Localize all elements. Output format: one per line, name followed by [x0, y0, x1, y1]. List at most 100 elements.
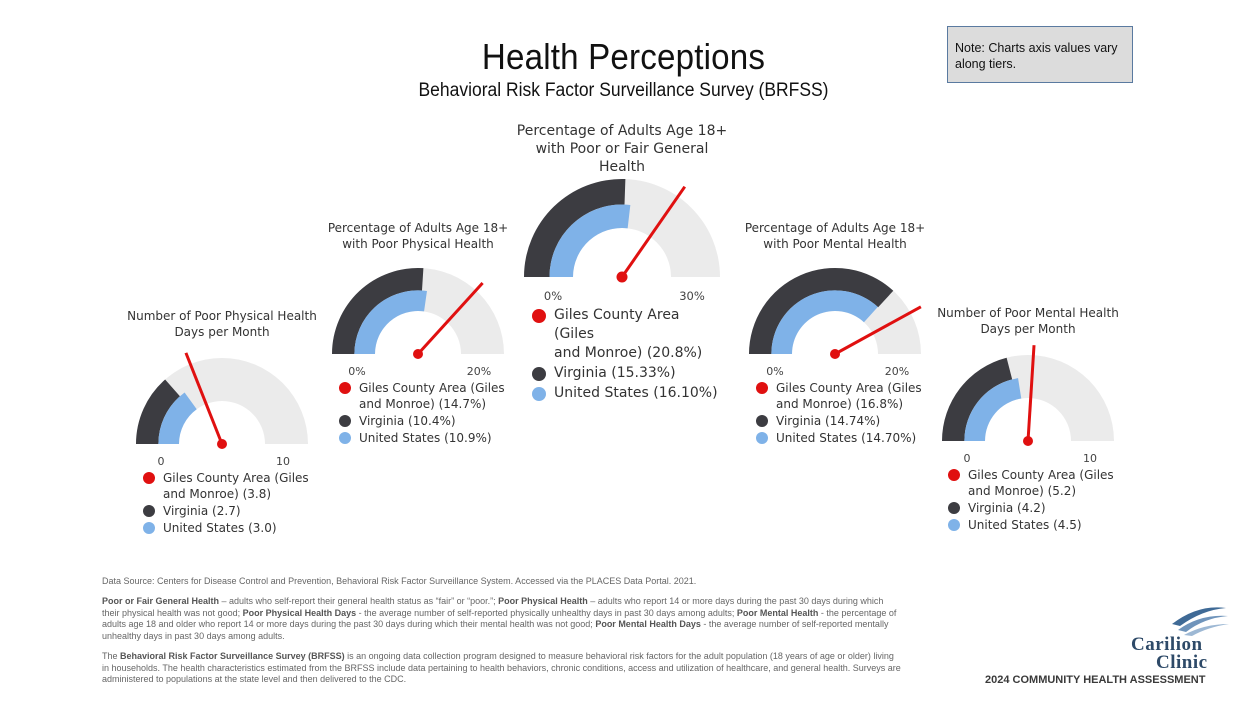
gauge-title-line: Percentage of Adults Age 18+ — [516, 123, 728, 139]
legend-item-us: United States (14.70%) — [756, 430, 946, 446]
def-text: - the percentage of adults age 18 and ol… — [102, 607, 897, 630]
gauge-svg — [942, 345, 1114, 446]
legend-item-giles: Giles County Area (Giles and Monroe) (14.… — [339, 380, 529, 412]
brfss-pre: The — [102, 651, 121, 661]
legend-dot-icon — [756, 432, 768, 444]
legend-label: Virginia (15.33%) — [554, 365, 676, 381]
gauge-max-label: 10 — [276, 455, 290, 468]
legend-label: Giles County Area (Giles — [776, 381, 922, 395]
data-source: Data Source: Centers for Disease Control… — [102, 576, 697, 586]
legend-label: Giles County Area (Giles — [968, 468, 1114, 482]
page-subtitle: Behavioral Risk Factor Surveillance Surv… — [418, 80, 829, 101]
gauge-min-label: 0% — [348, 365, 366, 378]
gauge-max-label: 20% — [466, 365, 492, 378]
gauge-title: Number of Poor Physical Health Days per M… — [112, 308, 332, 340]
legend-label: and Monroe) (16.8%) — [776, 397, 904, 411]
legend-dot-icon — [756, 382, 768, 394]
gauge-title-line: Days per Month — [174, 325, 270, 339]
legend-item-us: United States (4.5) — [948, 517, 1138, 533]
gauge-max-label: 10 — [1083, 452, 1097, 465]
legend-label: Giles County Area (Giles — [163, 471, 309, 485]
gauge-bar-us — [354, 290, 427, 354]
legend-item-giles: Giles County Area (Giles and Monroe) (16.… — [756, 380, 946, 412]
gauge-svg — [749, 267, 922, 359]
legend-dot-icon — [948, 469, 960, 481]
legend-dot-icon — [339, 382, 351, 394]
legend-label: United States (14.70%) — [776, 431, 917, 445]
gauge-needle-giles — [416, 281, 484, 356]
gauge-bar-virginia — [942, 357, 1013, 441]
legend-label: Giles County Area (Giles — [359, 381, 505, 395]
gauge-needle-giles — [620, 185, 687, 278]
gauge-svg — [524, 179, 720, 283]
gauge-legend: Giles County Area (Giles and Monroe) (20.… — [532, 306, 722, 404]
gauge-bar-us — [549, 204, 631, 277]
def-term: Poor or Fair General Health — [102, 596, 220, 606]
legend-dot-icon — [532, 387, 546, 401]
def-term: Poor Mental Health Days — [595, 619, 701, 629]
gauge-title-line: Number of Poor Mental Health — [937, 306, 1119, 320]
gauge-needle-hub — [413, 349, 423, 359]
def-term: Poor Mental Health — [736, 607, 819, 618]
legend-dot-icon — [948, 502, 960, 514]
def-text: - the average number of self-reported me… — [102, 619, 889, 641]
legend-item-us: United States (3.0) — [143, 520, 333, 536]
legend-item-us: United States (10.9%) — [339, 430, 529, 446]
gauge-title-line: with Poor or Fair General Health — [535, 141, 709, 175]
gauge-bar-virginia — [136, 379, 180, 444]
gauge-bar-virginia — [749, 268, 894, 354]
gauge-max-label: 30% — [679, 289, 705, 303]
legend-label: United States (4.5) — [968, 518, 1082, 532]
gauge-legend: Giles County Area (Giles and Monroe) (14.… — [339, 380, 529, 447]
legend-dot-icon — [532, 309, 546, 323]
legend-item-giles: Giles County Area (Giles and Monroe) (5.2… — [948, 467, 1138, 499]
carilion-swoosh-icon — [1172, 607, 1229, 636]
gauge-min-label: 0 — [963, 452, 971, 465]
legend-dot-icon — [756, 415, 768, 427]
gauge-bar-us — [771, 290, 878, 354]
legend-dot-icon — [143, 522, 155, 534]
gauge-title: Percentage of Adults Age 18+ with Poor or… — [512, 122, 732, 176]
brfss-term: Behavioral Risk Factor Surveillance Surv… — [120, 651, 345, 661]
legend-item-virginia: Virginia (4.2) — [948, 500, 1138, 516]
logo-carilion: Carilion — [1131, 634, 1203, 655]
legend-label: and Monroe) (5.2) — [968, 484, 1077, 498]
legend-label: and Monroe) (20.8%) — [554, 345, 703, 361]
gauge-bar-virginia — [332, 268, 424, 354]
brfss-text: is an ongoing data collection program de… — [102, 651, 901, 684]
def-term: Poor Physical Health Days — [242, 607, 357, 618]
logo-clinic: Clinic — [1156, 652, 1208, 673]
def-term: Poor Physical Health — [498, 596, 588, 606]
legend-item-virginia: Virginia (15.33%) — [532, 364, 722, 383]
legend-dot-icon — [532, 367, 546, 381]
legend-item-virginia: Virginia (2.7) — [143, 503, 333, 519]
gauge-legend: Giles County Area (Giles and Monroe) (16.… — [756, 380, 946, 447]
legend-item-virginia: Virginia (10.4%) — [339, 413, 529, 429]
gauge-needle-hub — [830, 349, 840, 359]
legend-item-virginia: Virginia (14.74%) — [756, 413, 946, 429]
gauge-svg — [136, 352, 308, 449]
gauge-needle-giles — [184, 352, 224, 445]
gauge-max-label: 20% — [884, 365, 910, 378]
gauge-min-label: 0% — [766, 365, 784, 378]
legend-label: Virginia (2.7) — [163, 504, 241, 518]
gauge-legend: Giles County Area (Giles and Monroe) (5.2… — [948, 467, 1138, 534]
legend-dot-icon — [948, 519, 960, 531]
gauge-needle-hub — [217, 439, 227, 449]
gauge-bar-us — [158, 392, 197, 444]
page-title: Health Perceptions — [481, 36, 766, 77]
legend-label: Virginia (4.2) — [968, 501, 1046, 515]
legend-dot-icon — [339, 415, 351, 427]
legend-dot-icon — [339, 432, 351, 444]
gauge-svg — [332, 267, 504, 359]
legend-label: United States (16.10%) — [554, 385, 718, 401]
gauge-needle-hub — [1023, 436, 1033, 446]
def-text: – adults who report 14 or more days duri… — [102, 596, 884, 618]
gauge-title-line: Number of Poor Physical Health — [127, 309, 317, 323]
def-text: – adults who self-report their general h… — [219, 596, 499, 606]
legend-dot-icon — [143, 472, 155, 484]
gauge-min-label: 0% — [543, 289, 563, 303]
legend-label: and Monroe) (14.7%) — [359, 397, 487, 411]
legend-item-giles: Giles County Area (Giles and Monroe) (3.8… — [143, 470, 333, 502]
gauge-title: Percentage of Adults Age 18+ with Poor Me… — [725, 220, 945, 252]
